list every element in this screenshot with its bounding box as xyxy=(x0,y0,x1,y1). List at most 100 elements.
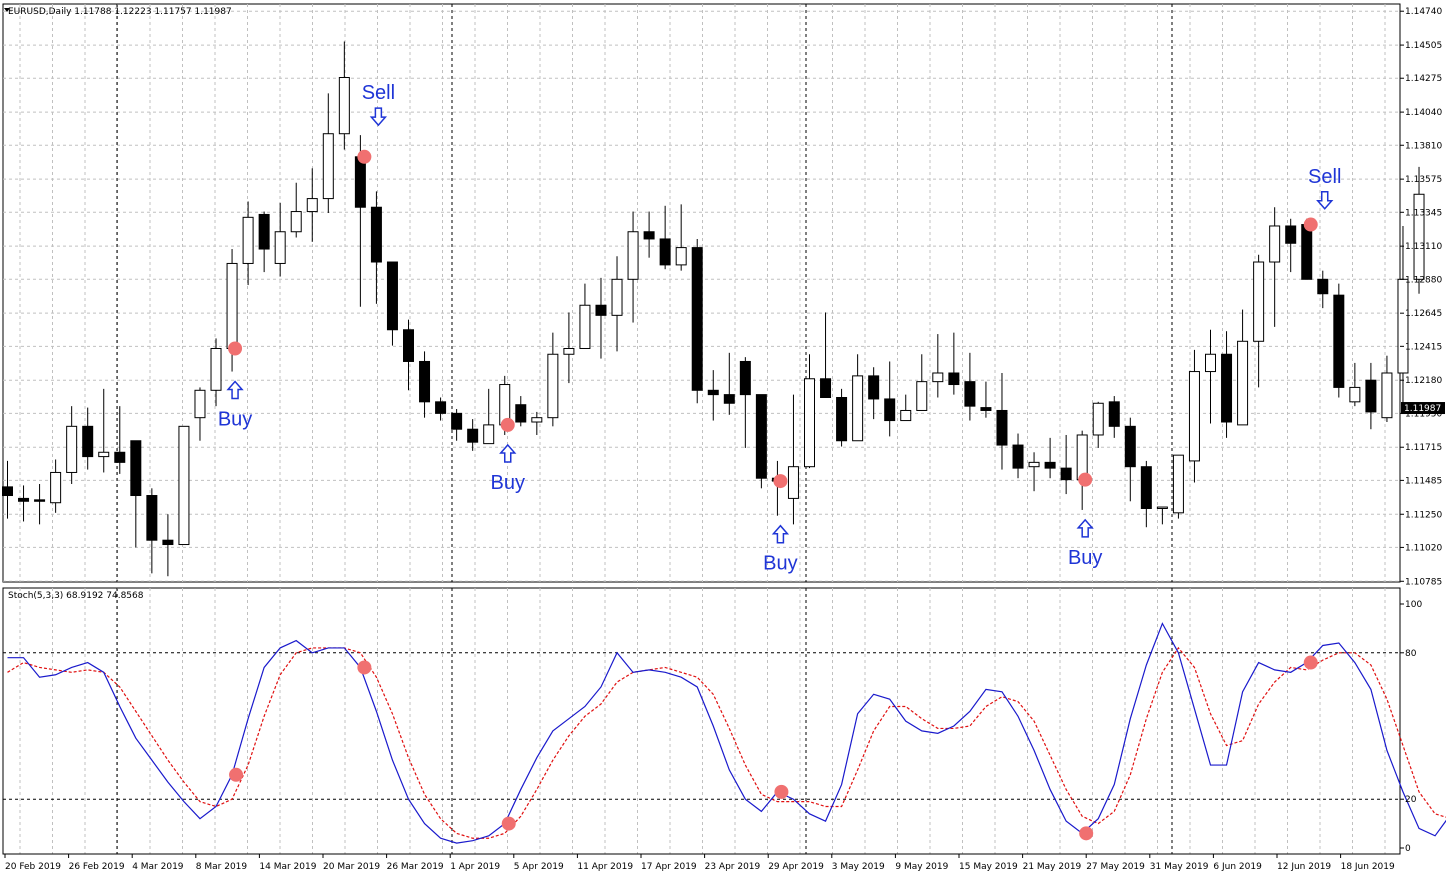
candle-body xyxy=(419,360,431,403)
candle[interactable] xyxy=(18,485,30,522)
candle[interactable] xyxy=(1124,417,1136,502)
candle[interactable] xyxy=(1092,401,1104,448)
candle[interactable] xyxy=(98,388,110,473)
candle[interactable] xyxy=(419,351,431,418)
candle-body xyxy=(739,360,751,396)
candle[interactable] xyxy=(723,352,735,415)
candle-body xyxy=(579,304,591,349)
candle[interactable] xyxy=(451,409,463,441)
candle[interactable] xyxy=(1333,283,1345,398)
candle[interactable] xyxy=(306,168,318,242)
candle[interactable] xyxy=(274,202,286,277)
candle[interactable] xyxy=(290,182,302,238)
candle[interactable] xyxy=(1188,349,1200,483)
candle[interactable] xyxy=(178,425,190,546)
candle[interactable] xyxy=(1205,329,1216,424)
candle[interactable] xyxy=(50,459,62,513)
candle[interactable] xyxy=(884,361,896,437)
time-tick-label: 21 May 2019 xyxy=(1023,862,1082,872)
candle[interactable] xyxy=(1317,270,1329,309)
candle[interactable] xyxy=(579,283,591,349)
candle[interactable] xyxy=(1269,207,1281,327)
candle[interactable] xyxy=(2,460,13,519)
signal-buy[interactable]: Buy xyxy=(491,417,525,494)
candle[interactable] xyxy=(338,41,350,150)
signal-sell[interactable]: Sell xyxy=(357,82,395,164)
candle[interactable] xyxy=(1172,454,1184,519)
candle[interactable] xyxy=(1381,355,1393,423)
candle[interactable] xyxy=(675,204,687,271)
candle[interactable] xyxy=(403,319,414,391)
price-pane[interactable]: Buy Sell Buy Buy Buy Sell xyxy=(2,41,1425,577)
candle[interactable] xyxy=(1140,460,1152,528)
candle[interactable] xyxy=(1237,309,1249,426)
candle[interactable] xyxy=(483,388,495,445)
candle[interactable] xyxy=(1253,254,1265,388)
candle[interactable] xyxy=(34,483,46,525)
candle[interactable] xyxy=(611,256,623,352)
candle[interactable] xyxy=(868,367,880,420)
candle[interactable] xyxy=(563,312,575,384)
menu-triangle-icon[interactable] xyxy=(4,8,10,12)
candle[interactable] xyxy=(755,394,767,489)
stoch-signal-dot xyxy=(501,816,516,831)
candle[interactable] xyxy=(1108,396,1120,438)
candle[interactable] xyxy=(836,388,848,447)
candle[interactable] xyxy=(787,394,799,525)
candle[interactable] xyxy=(932,334,944,398)
candle[interactable] xyxy=(1349,362,1361,407)
candle[interactable] xyxy=(852,354,864,442)
candle[interactable] xyxy=(162,514,174,577)
signal-sell[interactable]: Sell xyxy=(1303,166,1342,232)
candle[interactable] xyxy=(386,261,398,346)
candle[interactable] xyxy=(820,312,832,399)
stochastic-pane[interactable] xyxy=(7,622,1446,844)
candle[interactable] xyxy=(691,238,703,404)
candle[interactable] xyxy=(900,394,912,422)
signal-buy[interactable]: Buy xyxy=(763,474,798,575)
candle[interactable] xyxy=(643,211,655,258)
candle[interactable] xyxy=(130,440,142,548)
candle[interactable] xyxy=(210,338,222,407)
candle[interactable] xyxy=(114,406,126,474)
candle[interactable] xyxy=(547,332,559,427)
candle[interactable] xyxy=(595,277,607,359)
signal-buy[interactable]: Buy xyxy=(218,341,252,431)
signal-buy[interactable]: Buy xyxy=(1068,472,1102,569)
price-tick-label: 1.14505 xyxy=(1405,41,1442,51)
candle[interactable] xyxy=(1156,506,1168,525)
candle[interactable] xyxy=(370,191,382,304)
candle[interactable] xyxy=(1365,362,1377,430)
candle[interactable] xyxy=(531,411,543,435)
candle[interactable] xyxy=(467,419,479,451)
candle[interactable] xyxy=(739,357,751,448)
candle[interactable] xyxy=(627,211,639,323)
candle[interactable] xyxy=(82,407,94,470)
candle[interactable] xyxy=(1221,331,1233,438)
candle[interactable] xyxy=(996,372,1008,470)
candle[interactable] xyxy=(258,211,270,273)
candle[interactable] xyxy=(659,205,671,270)
candle[interactable] xyxy=(1044,437,1056,479)
candle[interactable] xyxy=(707,370,719,421)
candle[interactable] xyxy=(1060,434,1072,495)
candle[interactable] xyxy=(980,381,992,418)
candle[interactable] xyxy=(1028,452,1040,492)
candle[interactable] xyxy=(916,354,928,411)
candle[interactable] xyxy=(515,396,527,427)
candle[interactable] xyxy=(1012,433,1024,479)
arrow-down-icon xyxy=(1316,191,1334,210)
candle[interactable] xyxy=(1413,166,1425,294)
candle[interactable] xyxy=(804,354,815,469)
candle[interactable] xyxy=(1285,218,1297,273)
candle[interactable] xyxy=(322,93,334,214)
candle[interactable] xyxy=(66,406,78,484)
candle[interactable] xyxy=(242,201,254,286)
candle[interactable] xyxy=(194,387,206,441)
candle[interactable] xyxy=(964,352,976,421)
candle[interactable] xyxy=(146,488,158,574)
time-tick-label: 11 Apr 2019 xyxy=(577,862,633,872)
candle[interactable] xyxy=(948,332,960,395)
candle[interactable] xyxy=(435,397,447,421)
